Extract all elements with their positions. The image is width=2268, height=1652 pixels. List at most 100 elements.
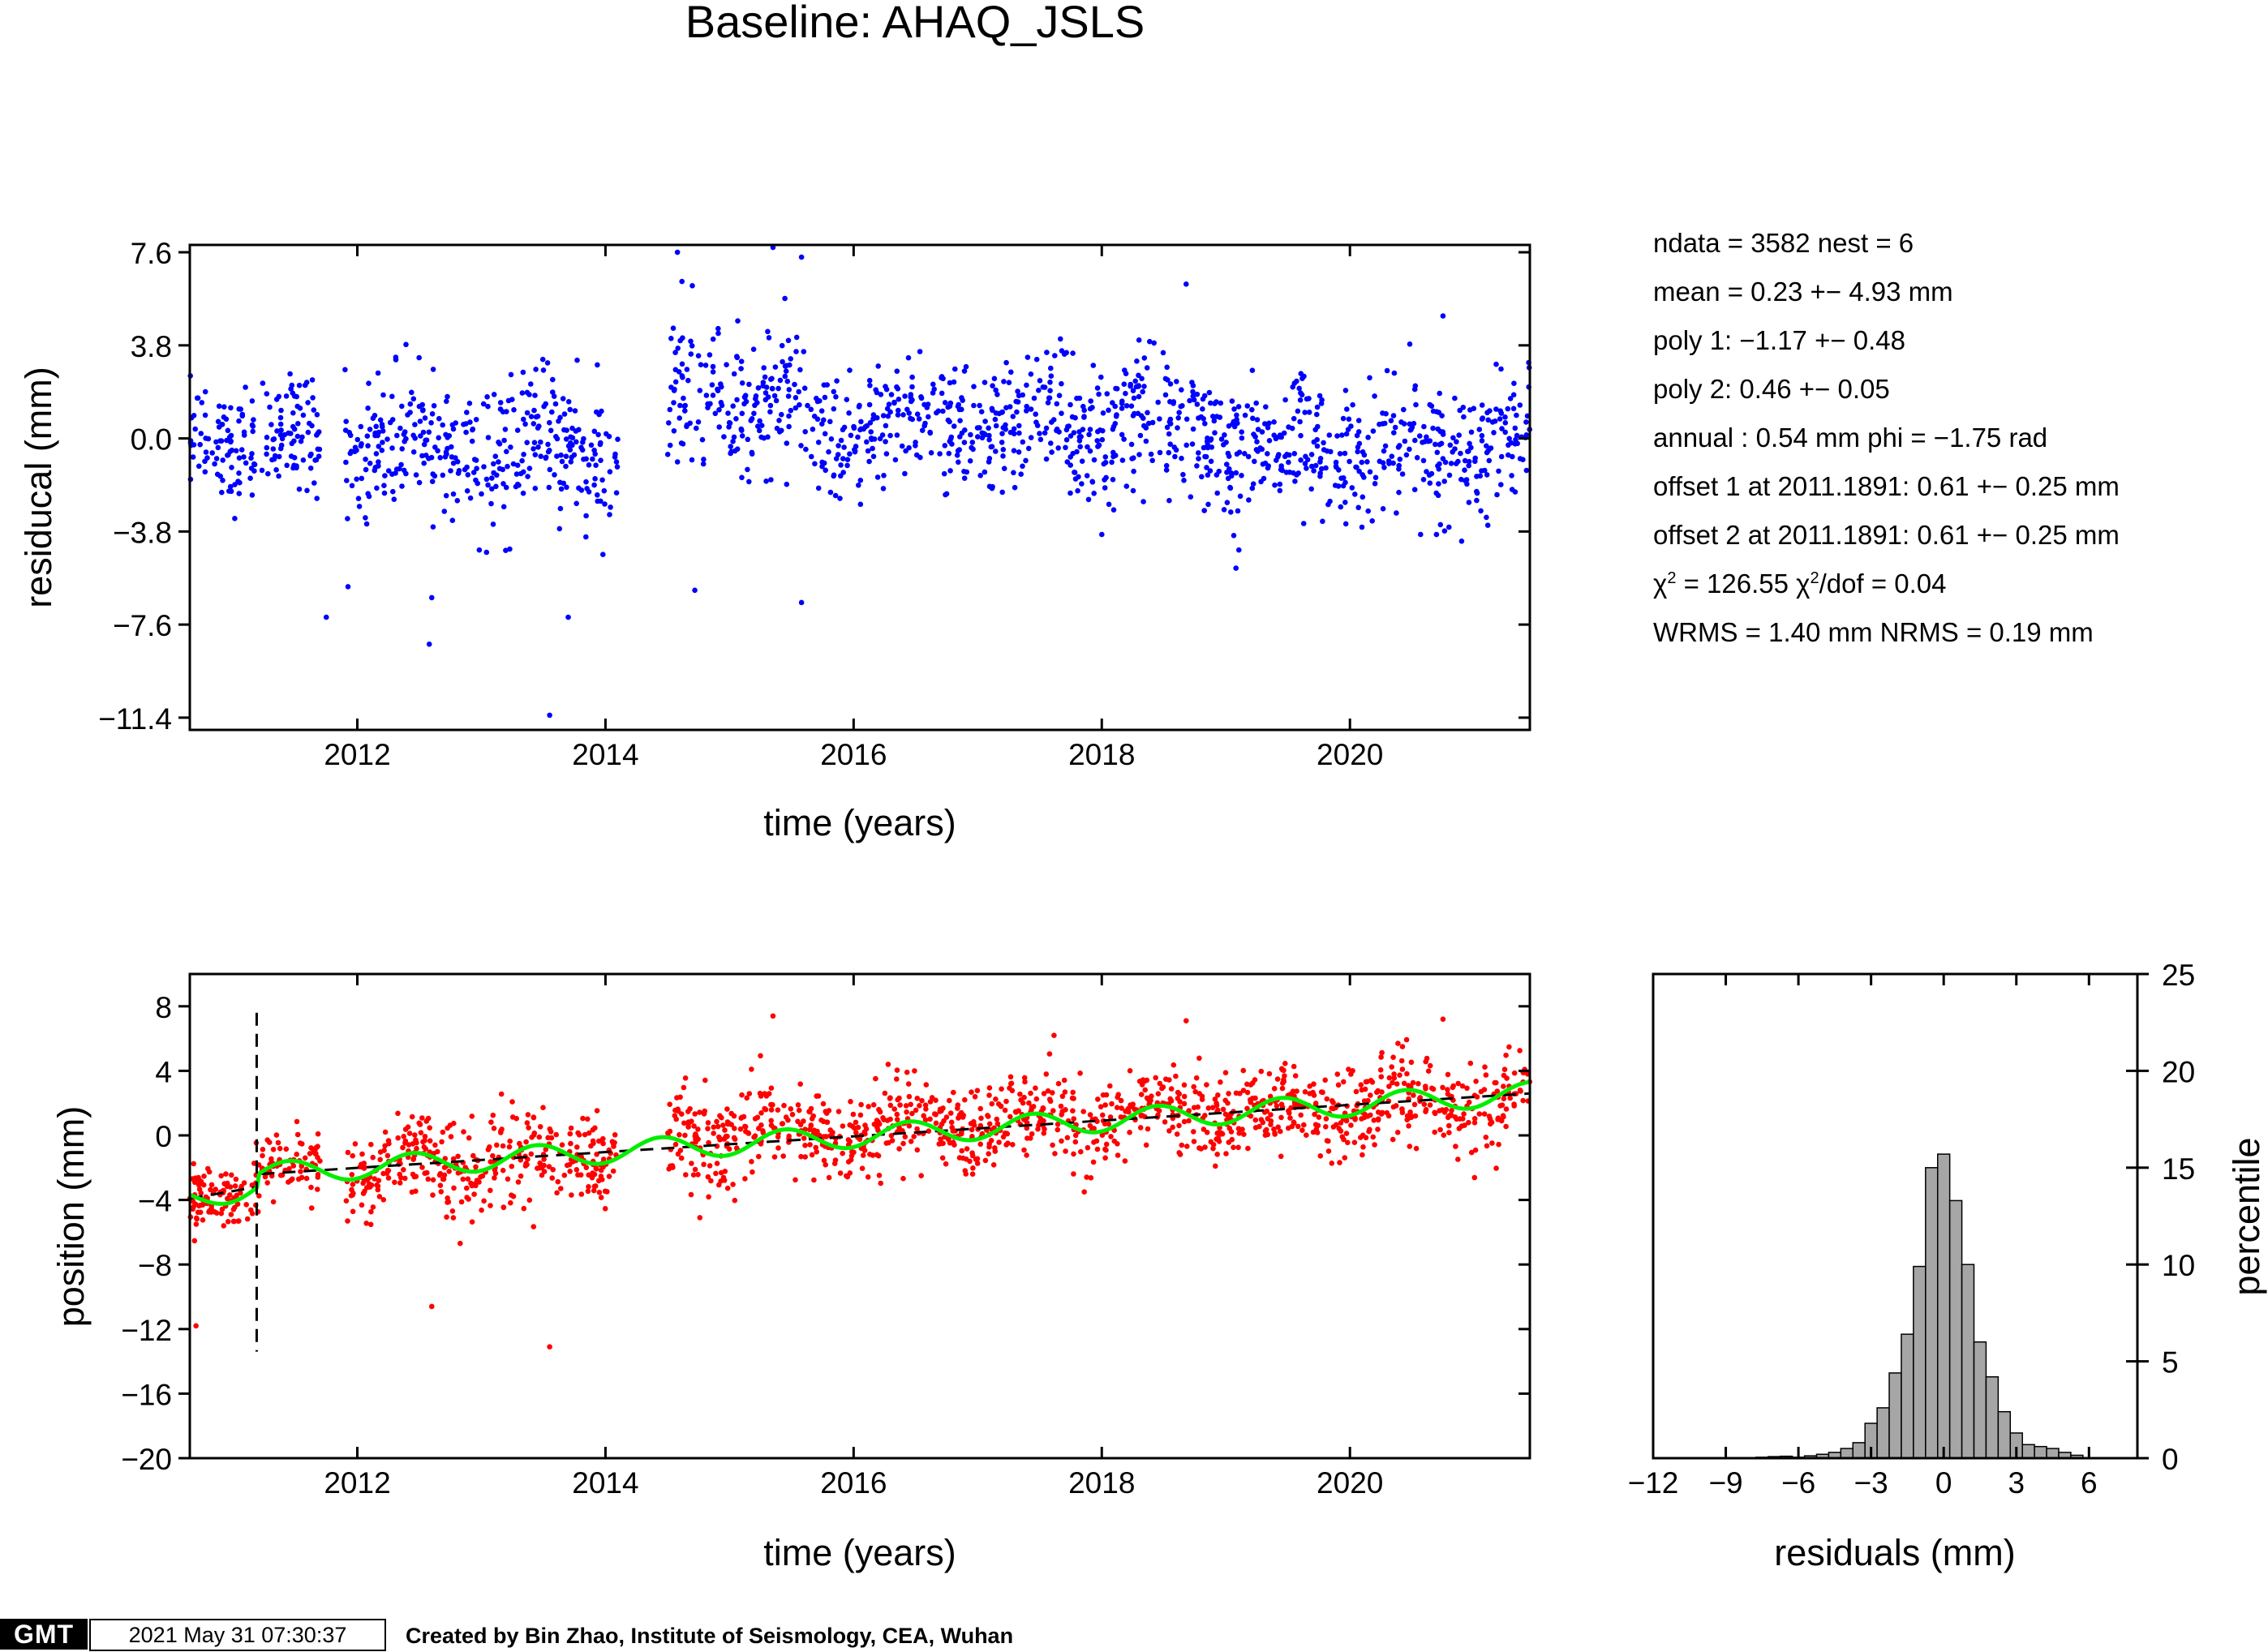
residual-point bbox=[962, 427, 968, 433]
residual-point bbox=[1203, 453, 1209, 460]
residual-point bbox=[475, 480, 480, 487]
position-point bbox=[1287, 1092, 1293, 1097]
residual-point bbox=[1427, 401, 1433, 408]
residual-point bbox=[564, 427, 569, 433]
residual-point bbox=[877, 436, 883, 442]
position-point bbox=[978, 1115, 984, 1122]
residual-point bbox=[354, 436, 361, 443]
residual-point bbox=[511, 407, 517, 413]
position-point bbox=[1493, 1165, 1499, 1171]
residual-point bbox=[1136, 337, 1142, 343]
residual-point bbox=[1277, 481, 1283, 487]
residual-point bbox=[227, 483, 234, 490]
residual-point bbox=[450, 426, 457, 432]
position-point bbox=[1482, 1064, 1488, 1070]
position-point bbox=[1222, 1070, 1229, 1075]
position-point bbox=[1115, 1092, 1121, 1097]
residual-point bbox=[399, 483, 405, 489]
position-point bbox=[1323, 1124, 1329, 1130]
position-point bbox=[1214, 1131, 1220, 1136]
residual-point bbox=[739, 427, 745, 433]
residual-point bbox=[1205, 472, 1211, 478]
position-point bbox=[1282, 1061, 1288, 1066]
position-point bbox=[1499, 1102, 1506, 1108]
residual-point bbox=[226, 488, 232, 494]
position-point bbox=[488, 1159, 494, 1165]
residual-point bbox=[270, 446, 277, 452]
residual-point bbox=[1417, 433, 1423, 439]
residual-point bbox=[481, 464, 487, 470]
position-point bbox=[1501, 1083, 1506, 1089]
residual-point bbox=[1421, 423, 1427, 430]
position-point bbox=[793, 1177, 798, 1183]
position-point bbox=[1026, 1100, 1032, 1106]
position-point bbox=[550, 1166, 556, 1173]
residual-point bbox=[251, 417, 256, 423]
residual-point bbox=[259, 467, 265, 474]
residual-point bbox=[730, 439, 736, 444]
residual-point bbox=[880, 413, 887, 418]
residual-point bbox=[808, 406, 814, 413]
residual-point bbox=[563, 436, 569, 442]
residual-point bbox=[1344, 406, 1350, 412]
position-point bbox=[1072, 1139, 1079, 1145]
position-point bbox=[900, 1175, 906, 1182]
residual-point bbox=[1364, 459, 1370, 465]
residual-point bbox=[198, 431, 204, 436]
position-point bbox=[814, 1149, 819, 1155]
x-tick-label: −12 bbox=[1628, 1466, 1679, 1500]
position-point bbox=[1312, 1111, 1317, 1118]
residual-point bbox=[1498, 482, 1504, 487]
position-point bbox=[775, 1145, 781, 1151]
position-point bbox=[1404, 1117, 1410, 1122]
residual-point bbox=[968, 431, 973, 438]
position-point bbox=[1142, 1087, 1148, 1093]
residual-point bbox=[277, 414, 284, 421]
residual-point bbox=[273, 397, 280, 402]
position-point bbox=[720, 1174, 727, 1181]
position-point bbox=[1299, 1127, 1305, 1133]
position-point bbox=[1264, 1126, 1269, 1133]
residual-point bbox=[419, 407, 426, 414]
position-point bbox=[262, 1174, 268, 1180]
residual-point bbox=[465, 472, 471, 478]
residual-point bbox=[1110, 507, 1117, 513]
position-point bbox=[690, 1172, 697, 1178]
residual-point bbox=[1025, 445, 1032, 452]
residual-point bbox=[1254, 417, 1261, 423]
residual-point bbox=[1372, 393, 1377, 399]
position-point bbox=[518, 1173, 524, 1179]
residual-point bbox=[761, 365, 767, 371]
y-tick-label: −7.6 bbox=[113, 609, 172, 642]
residual-point bbox=[1249, 367, 1256, 374]
residual-point bbox=[1494, 491, 1500, 498]
position-point bbox=[900, 1140, 906, 1147]
residual-point bbox=[1441, 478, 1447, 484]
residual-point bbox=[823, 467, 828, 474]
position-point bbox=[744, 1095, 750, 1101]
residual-point bbox=[613, 490, 620, 496]
position-point bbox=[585, 1116, 591, 1122]
position-point bbox=[523, 1139, 529, 1145]
residual-point bbox=[951, 423, 957, 429]
residual-point bbox=[1047, 388, 1053, 394]
position-point bbox=[1222, 1111, 1229, 1118]
position-point bbox=[1107, 1083, 1113, 1089]
position-point bbox=[1391, 1071, 1397, 1077]
residual-point bbox=[389, 417, 396, 423]
residual-point bbox=[1164, 424, 1171, 431]
residual-point bbox=[961, 368, 968, 374]
position-point bbox=[1511, 1103, 1517, 1109]
position-point bbox=[1119, 1105, 1124, 1111]
residual-point bbox=[1089, 478, 1095, 485]
histogram-bar bbox=[2046, 1448, 2060, 1459]
residual-point bbox=[283, 393, 290, 399]
position-point bbox=[917, 1103, 922, 1109]
position-point bbox=[1338, 1128, 1344, 1134]
residual-point bbox=[1102, 477, 1107, 483]
residual-point bbox=[1498, 366, 1504, 372]
residual-point bbox=[1028, 371, 1034, 377]
residual-point bbox=[479, 491, 484, 497]
residual-point bbox=[977, 402, 982, 409]
position-point bbox=[593, 1183, 599, 1189]
